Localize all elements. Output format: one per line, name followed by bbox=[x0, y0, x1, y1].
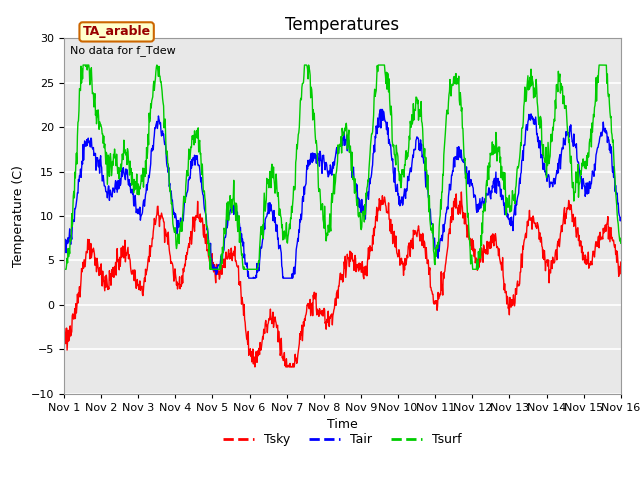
X-axis label: Time: Time bbox=[327, 418, 358, 431]
Text: TA_arable: TA_arable bbox=[83, 25, 150, 38]
Text: No data for f_Tdew: No data for f_Tdew bbox=[70, 46, 175, 57]
Title: Temperatures: Temperatures bbox=[285, 16, 399, 34]
Y-axis label: Temperature (C): Temperature (C) bbox=[12, 165, 26, 267]
Legend: Tsky, Tair, Tsurf: Tsky, Tair, Tsurf bbox=[218, 428, 467, 451]
